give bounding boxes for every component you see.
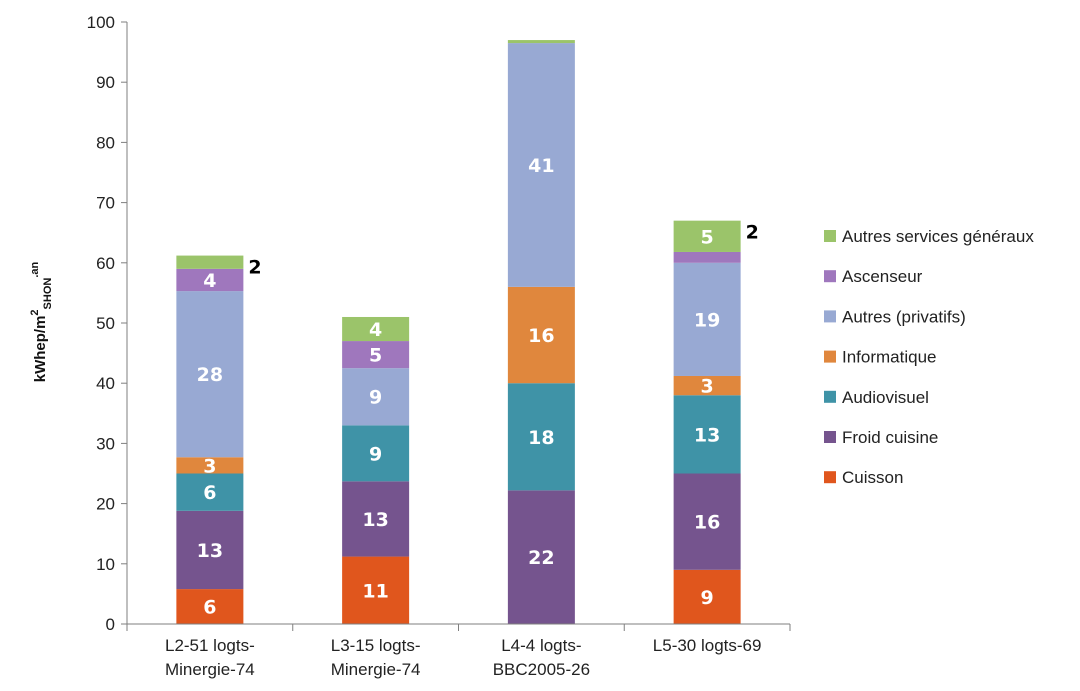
y-tick-label: 40 [96, 374, 115, 393]
bar-segment [342, 368, 410, 426]
bar-segment [342, 341, 410, 369]
y-tick-label: 60 [96, 254, 115, 273]
segment-value-label: 4 [203, 270, 216, 292]
x-category-label: L4-4 logts- [501, 636, 581, 655]
bar-segment [673, 569, 741, 624]
segment-value-label: 18 [528, 427, 554, 449]
legend-label: Informatique [842, 348, 937, 367]
bar-segment [673, 473, 741, 570]
segment-value-label: 41 [528, 155, 554, 177]
bar-segment [176, 268, 244, 292]
segment-value-label: 9 [701, 587, 714, 609]
legend-label: Froid cuisine [842, 428, 938, 447]
bar-segment [507, 286, 575, 384]
y-tick-label: 0 [106, 615, 115, 634]
bar-segment [176, 255, 244, 269]
legend-swatch [824, 310, 836, 323]
y-tick-label: 100 [87, 13, 115, 32]
segment-value-label: 9 [369, 387, 382, 409]
legend-swatch [824, 270, 836, 283]
bar-segment [176, 510, 244, 590]
segment-value-label: 6 [203, 597, 216, 619]
bar-segment [342, 425, 410, 482]
legend-label: Ascenseur [842, 267, 923, 286]
outside-value-label: 2 [746, 222, 759, 244]
bar-segment [673, 395, 741, 474]
bar-segment [673, 251, 741, 263]
legend-label: Autres (privatifs) [842, 307, 966, 326]
segment-value-label: 5 [369, 345, 382, 367]
bar-segment [176, 291, 244, 458]
legend-swatch [824, 230, 836, 242]
bar-segment [673, 220, 741, 252]
segment-value-label: 13 [694, 424, 720, 446]
bar-segment [673, 262, 741, 376]
bar-segment [342, 316, 410, 342]
y-tick-label: 20 [96, 495, 115, 514]
y-tick-label: 30 [96, 434, 115, 453]
bar-segment [507, 383, 575, 491]
segment-value-label: 3 [203, 455, 216, 477]
x-category-label: L2-51 logts- [165, 636, 255, 655]
segment-value-label: 4 [369, 319, 382, 341]
segment-value-label: 19 [694, 309, 720, 331]
segment-value-label: 28 [197, 364, 223, 386]
segment-value-label: 22 [528, 547, 554, 569]
bar-segment [342, 556, 410, 624]
x-category-label: Minergie-74 [331, 660, 421, 679]
x-category-label: L5-30 logts-69 [653, 636, 762, 655]
legend: Autres services généraux Ascenseur Autres … [824, 227, 1034, 487]
segment-value-label: 16 [694, 512, 720, 534]
segment-value-label: 16 [528, 325, 554, 347]
y-tick-label: 90 [96, 73, 115, 92]
y-tick-label: 10 [96, 555, 115, 574]
legend-label: Audiovisuel [842, 388, 929, 407]
bar-segment [176, 589, 244, 624]
bars [176, 40, 741, 624]
x-axis: L2-51 logts- Minergie-74 L3-15 logts- Miner… [126, 623, 791, 679]
x-category-label: L3-15 logts- [331, 636, 421, 655]
segment-labels: 6 13 6 3 28 4 2 11 13 9 9 5 4 22 18 16 41 9 16 13 3 19 5 2 [197, 155, 759, 619]
legend-swatch [824, 350, 836, 363]
segment-value-label: 9 [369, 443, 382, 465]
y-tick-label: 70 [96, 194, 115, 213]
bar-segment [507, 490, 575, 624]
y-tick-label: 50 [96, 314, 115, 333]
y-axis-label: kWhep/m2SHON.an [29, 261, 54, 382]
bar-segment [507, 43, 575, 287]
bar-segment [176, 457, 244, 474]
x-category-label: Minergie-74 [165, 660, 255, 679]
segment-value-label: 13 [197, 540, 223, 562]
segment-value-label: 3 [701, 376, 714, 398]
y-axis: 0 10 20 30 40 50 60 70 80 90 100 [87, 13, 128, 634]
bar-segment [342, 481, 410, 557]
segment-value-label: 11 [362, 580, 388, 602]
legend-label: Cuisson [842, 468, 903, 487]
bar-segment [176, 473, 244, 511]
legend-label: Autres services généraux [842, 227, 1034, 246]
y-tick-label: 80 [96, 133, 115, 152]
segment-value-label: 5 [701, 226, 714, 248]
legend-swatch [824, 390, 836, 403]
outside-value-label: 2 [248, 257, 261, 279]
segment-value-label: 6 [203, 482, 216, 504]
x-category-label: BBC2005-26 [493, 660, 590, 679]
legend-swatch [824, 431, 836, 443]
bar-segment [507, 40, 575, 44]
legend-swatch [824, 471, 836, 484]
segment-value-label: 13 [362, 509, 388, 531]
bar-segment [673, 375, 741, 396]
